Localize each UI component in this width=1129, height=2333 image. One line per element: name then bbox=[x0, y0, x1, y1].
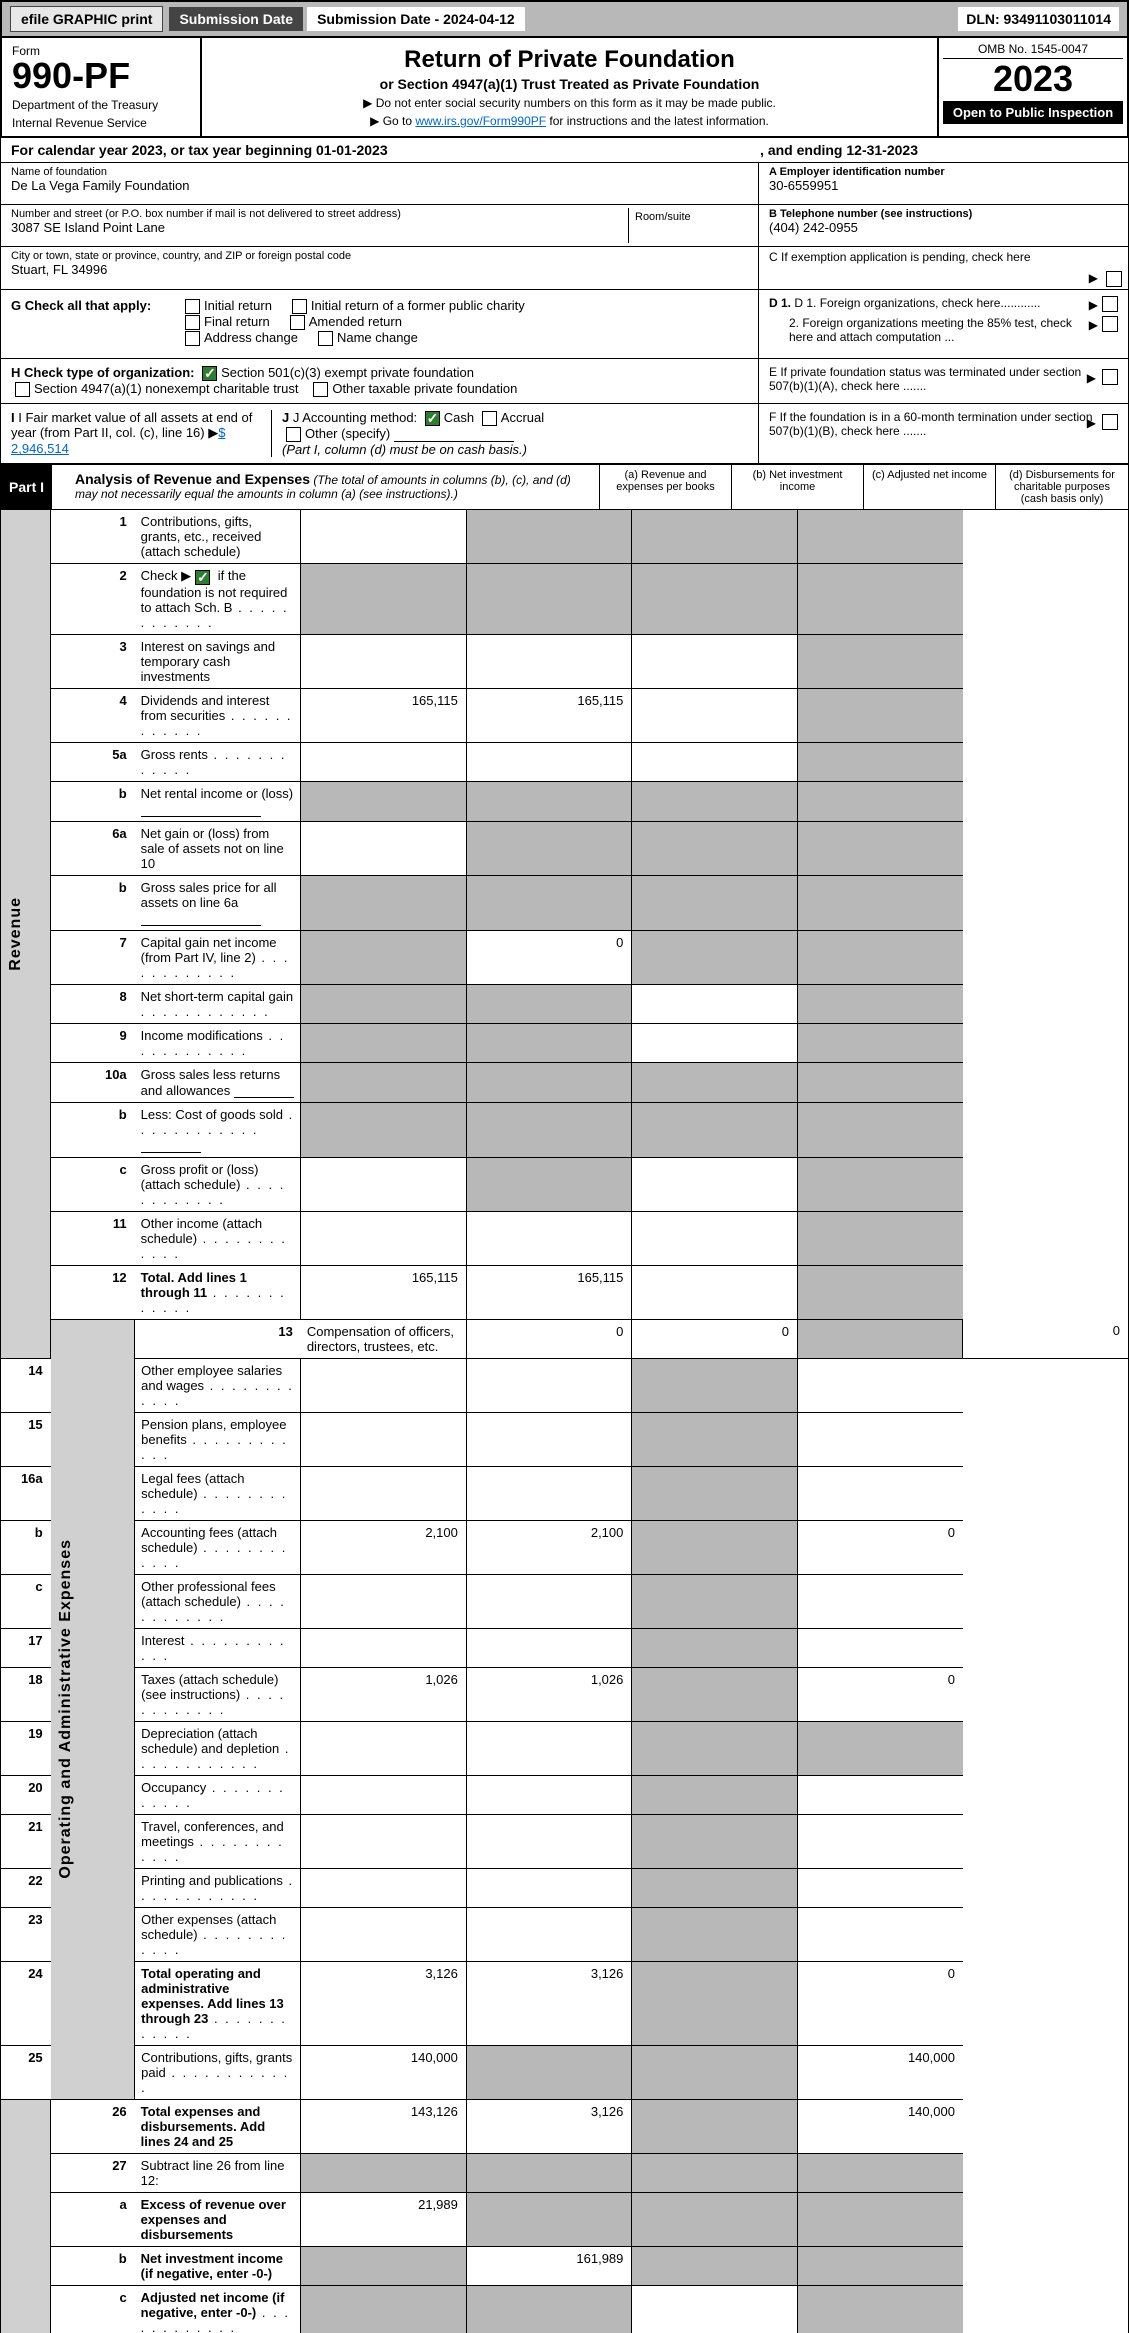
part1-table: Revenue 1Contributions, gifts, grants, e… bbox=[0, 510, 1129, 2333]
ein-label: A Employer identification number bbox=[769, 166, 945, 178]
j-note: (Part I, column (d) must be on cash basi… bbox=[282, 442, 748, 457]
h-label: H Check type of organization: bbox=[11, 365, 194, 380]
calendar-year-row: For calendar year 2023, or tax year begi… bbox=[0, 136, 1129, 163]
form-subtitle: or Section 4947(a)(1) Trust Treated as P… bbox=[212, 76, 927, 92]
col-d-header: (d) Disbursements for charitable purpose… bbox=[996, 465, 1128, 509]
d1-checkbox[interactable] bbox=[1102, 296, 1118, 312]
schb-checkbox[interactable] bbox=[195, 570, 210, 585]
telephone-label: B Telephone number (see instructions) bbox=[769, 208, 972, 220]
omb-number: OMB No. 1545-0047 bbox=[943, 42, 1123, 59]
foundation-name-label: Name of foundation bbox=[11, 166, 748, 178]
instructions-note: ▶ Go to www.irs.gov/Form990PF for instru… bbox=[212, 114, 927, 128]
opex-side-label: Operating and Administrative Expenses bbox=[57, 1539, 75, 1879]
form-title: Return of Private Foundation bbox=[212, 46, 927, 74]
submission-date-label: Submission Date bbox=[169, 7, 303, 31]
d2-checkbox[interactable] bbox=[1102, 316, 1118, 332]
col-c-header: (c) Adjusted net income bbox=[864, 465, 996, 509]
d2-85pct: 2. Foreign organizations meeting the 85%… bbox=[769, 316, 1118, 344]
cal-begin: For calendar year 2023, or tax year begi… bbox=[11, 142, 388, 158]
address-value: 3087 SE Island Point Lane bbox=[11, 220, 628, 235]
col-b-header: (b) Net investment income bbox=[732, 465, 864, 509]
exemption-pending-label: C If exemption application is pending, c… bbox=[769, 250, 1031, 264]
city-value: Stuart, FL 34996 bbox=[11, 262, 748, 277]
revenue-side-label: Revenue bbox=[7, 897, 25, 971]
e-checkbox[interactable] bbox=[1102, 369, 1118, 385]
instructions-link[interactable]: www.irs.gov/Form990PF bbox=[415, 114, 546, 128]
d1-foreign-org: D 1. D 1. Foreign organizations, check h… bbox=[769, 296, 1118, 310]
ij-row: I I Fair market value of all assets at e… bbox=[0, 404, 1129, 464]
dept-treasury: Department of the Treasury bbox=[12, 98, 190, 112]
entity-block: Name of foundation De La Vega Family Fou… bbox=[0, 163, 1129, 290]
dept-irs: Internal Revenue Service bbox=[12, 116, 190, 130]
4947-checkbox[interactable] bbox=[15, 382, 30, 397]
amended-return-checkbox[interactable] bbox=[290, 315, 305, 330]
h-row: H Check type of organization: Section 50… bbox=[0, 359, 1129, 404]
ssn-warning: ▶ Do not enter social security numbers o… bbox=[212, 96, 927, 110]
final-return-checkbox[interactable] bbox=[185, 315, 200, 330]
address-change-checkbox[interactable] bbox=[185, 331, 200, 346]
telephone-value: (404) 242-0955 bbox=[769, 220, 1118, 235]
efile-print-button[interactable]: efile GRAPHIC print bbox=[10, 6, 163, 32]
topbar: efile GRAPHIC print Submission Date Subm… bbox=[0, 0, 1129, 38]
col-a-header: (a) Revenue and expenses per books bbox=[600, 465, 732, 509]
name-change-checkbox[interactable] bbox=[318, 331, 333, 346]
address-label: Number and street (or P.O. box number if… bbox=[11, 208, 628, 220]
e-label: E If private foundation status was termi… bbox=[769, 365, 1081, 393]
cash-checkbox[interactable] bbox=[425, 411, 440, 426]
ein-value: 30-6559951 bbox=[769, 178, 1118, 193]
other-taxable-checkbox[interactable] bbox=[313, 382, 328, 397]
initial-return-checkbox[interactable] bbox=[185, 299, 200, 314]
check-section-g: G Check all that apply: Initial return I… bbox=[0, 290, 1129, 359]
f-checkbox[interactable] bbox=[1102, 414, 1118, 430]
open-public-badge: Open to Public Inspection bbox=[943, 101, 1123, 124]
g-label: G Check all that apply: bbox=[11, 298, 151, 313]
dln-value: DLN: 93491103011014 bbox=[958, 7, 1119, 31]
room-suite-label: Room/suite bbox=[628, 208, 748, 243]
j-label: J Accounting method: bbox=[293, 410, 417, 425]
submission-date-value: Submission Date - 2024-04-12 bbox=[307, 7, 525, 31]
city-label: City or town, state or province, country… bbox=[11, 250, 748, 262]
foundation-name: De La Vega Family Foundation bbox=[11, 178, 748, 193]
other-method-checkbox[interactable] bbox=[286, 427, 301, 442]
part1-label: Part I bbox=[1, 465, 52, 509]
part1-header: Part I Analysis of Revenue and Expenses … bbox=[0, 464, 1129, 510]
accrual-checkbox[interactable] bbox=[482, 411, 497, 426]
501c3-checkbox[interactable] bbox=[202, 366, 217, 381]
f-label: F If the foundation is in a 60-month ter… bbox=[769, 410, 1093, 438]
exemption-checkbox[interactable] bbox=[1106, 271, 1122, 287]
part1-title: Analysis of Revenue and Expenses bbox=[75, 471, 310, 487]
tax-year: 2023 bbox=[943, 59, 1123, 99]
i-label: I Fair market value of all assets at end… bbox=[11, 410, 252, 440]
initial-former-checkbox[interactable] bbox=[292, 299, 307, 314]
form-header: Form 990-PF Department of the Treasury I… bbox=[0, 38, 1129, 136]
cal-end: , and ending 12-31-2023 bbox=[760, 142, 918, 158]
form-number: 990-PF bbox=[12, 58, 190, 94]
